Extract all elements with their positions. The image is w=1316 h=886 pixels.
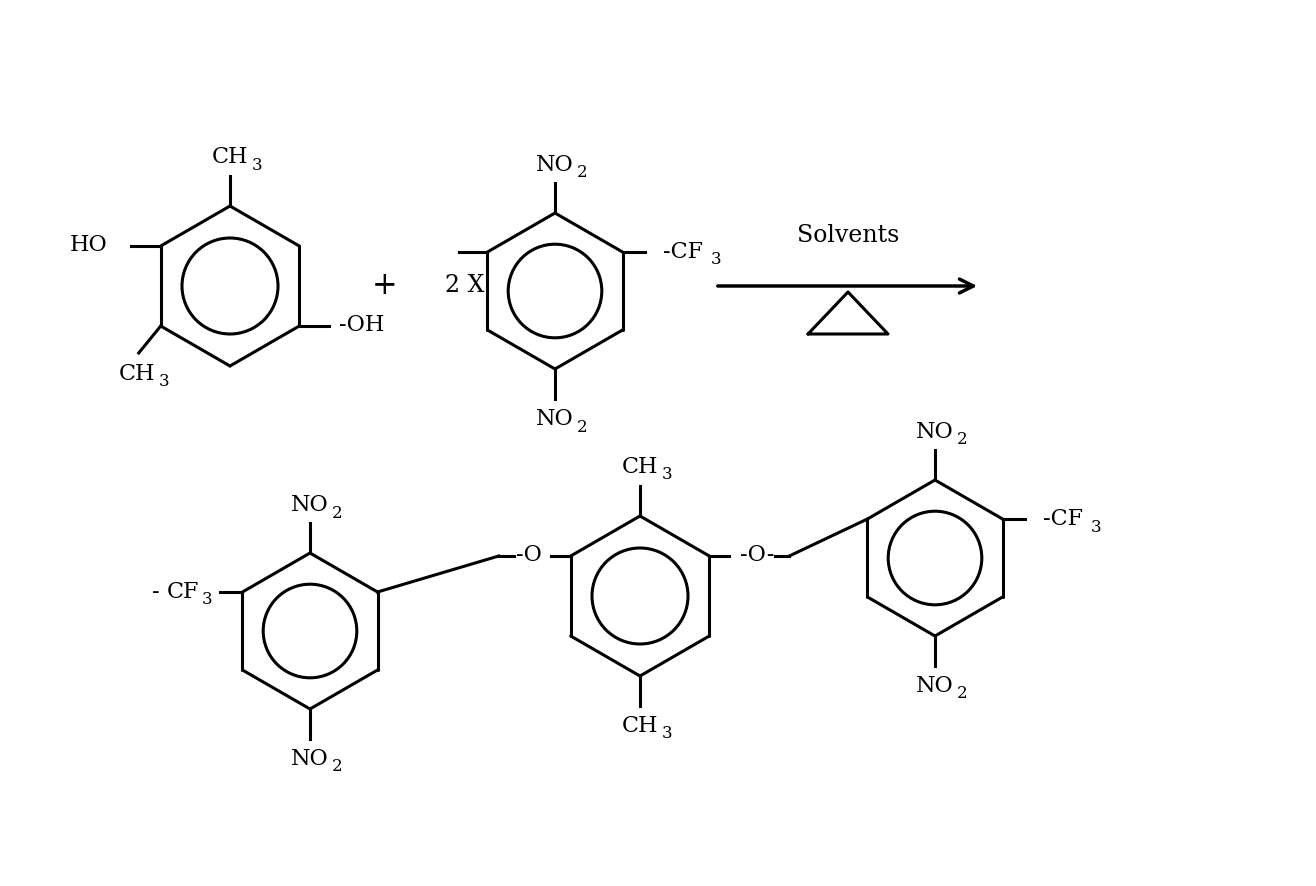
Text: +: + bbox=[372, 270, 397, 301]
Text: CF: CF bbox=[166, 580, 199, 602]
Text: -OH: -OH bbox=[338, 314, 384, 336]
Text: NO: NO bbox=[916, 674, 954, 696]
Text: 3: 3 bbox=[1091, 518, 1101, 535]
Text: 2: 2 bbox=[957, 431, 967, 448]
Text: 3: 3 bbox=[711, 252, 722, 268]
Text: CH: CH bbox=[621, 714, 658, 736]
Text: NO: NO bbox=[536, 154, 574, 175]
Text: -CF: -CF bbox=[1042, 508, 1083, 530]
Text: -CF: -CF bbox=[662, 241, 703, 263]
Text: NO: NO bbox=[291, 494, 329, 516]
Text: NO: NO bbox=[536, 408, 574, 430]
Text: Solvents: Solvents bbox=[796, 223, 899, 246]
Text: -: - bbox=[151, 580, 159, 602]
Text: 3: 3 bbox=[662, 466, 672, 483]
Text: HO: HO bbox=[70, 234, 108, 256]
Text: CH: CH bbox=[212, 146, 249, 167]
Text: CH: CH bbox=[621, 455, 658, 478]
Text: 2: 2 bbox=[957, 685, 967, 702]
Text: 2: 2 bbox=[332, 504, 342, 521]
Text: CH: CH bbox=[118, 362, 155, 385]
Text: -O-: -O- bbox=[740, 543, 775, 565]
Text: 2 X: 2 X bbox=[445, 274, 484, 297]
Text: 2: 2 bbox=[576, 418, 587, 435]
Text: 3: 3 bbox=[251, 156, 262, 174]
Text: NO: NO bbox=[291, 747, 329, 769]
Text: -O: -O bbox=[516, 543, 542, 565]
Text: 3: 3 bbox=[662, 725, 672, 742]
Text: 3: 3 bbox=[158, 373, 168, 390]
Text: NO: NO bbox=[916, 421, 954, 442]
Text: 2: 2 bbox=[332, 758, 342, 774]
Text: 2: 2 bbox=[576, 164, 587, 182]
Text: 3: 3 bbox=[203, 591, 213, 608]
